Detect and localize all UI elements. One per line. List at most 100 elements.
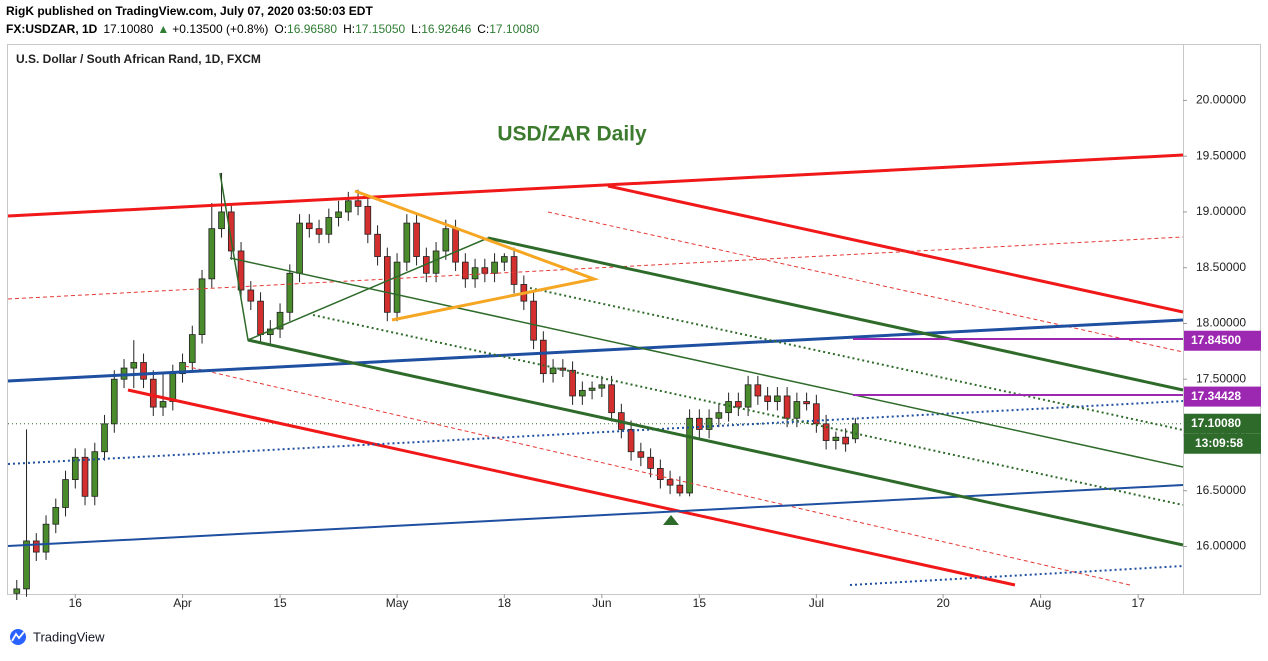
candle-body xyxy=(149,378,157,408)
y-tick-label: 20.00000 xyxy=(1196,93,1246,107)
candle-body xyxy=(530,300,537,341)
trendline xyxy=(219,172,489,342)
candles xyxy=(8,172,1183,601)
last: 17.10080 xyxy=(103,22,153,36)
candle-body xyxy=(764,395,771,402)
trendline xyxy=(7,400,1184,465)
candle-body xyxy=(666,479,674,486)
candle-body xyxy=(705,417,713,430)
trendline xyxy=(229,257,1184,468)
candle-body xyxy=(803,401,810,405)
candle-body xyxy=(852,423,859,440)
y-tick-label: 19.50000 xyxy=(1196,148,1246,162)
x-tick-label: Apr xyxy=(173,596,192,610)
candle-body xyxy=(32,540,40,553)
l-label: L: xyxy=(411,22,421,36)
trendline xyxy=(487,236,1184,392)
candle-body xyxy=(549,367,557,375)
candle-body xyxy=(169,373,177,402)
candle-body xyxy=(296,222,303,274)
candle-body xyxy=(715,412,723,419)
candle-body xyxy=(247,289,255,302)
trendline xyxy=(547,211,1184,353)
marker xyxy=(663,515,679,525)
candle-body xyxy=(257,300,264,336)
candle-body xyxy=(227,211,235,252)
price-label: 17.84500 xyxy=(1191,333,1241,347)
x-tick-label: 17 xyxy=(1131,596,1145,610)
price-label-box xyxy=(1184,386,1261,407)
l: 16.92646 xyxy=(421,22,471,36)
candle-body xyxy=(569,369,576,397)
candle-body xyxy=(540,339,547,375)
candle-body xyxy=(81,456,89,497)
o: 16.96580 xyxy=(287,22,337,36)
candle-body xyxy=(491,261,498,274)
candle-body xyxy=(793,401,801,419)
candle-body xyxy=(608,384,615,414)
candle-body xyxy=(140,362,147,380)
candle-body xyxy=(735,401,742,408)
candle-body xyxy=(354,200,362,207)
candle-body xyxy=(598,384,606,389)
published: RigK published on TradingView.com, July … xyxy=(6,4,373,18)
price-label: 17.34428 xyxy=(1191,389,1241,403)
h-label: H: xyxy=(343,22,355,36)
candle-body xyxy=(237,250,245,291)
brand: TradingView xyxy=(33,629,105,644)
trendline xyxy=(7,236,1184,300)
candle-body xyxy=(198,278,206,336)
candle-body xyxy=(188,334,196,363)
c: 17.10080 xyxy=(489,22,539,36)
candle-body xyxy=(510,256,518,285)
candle-body xyxy=(130,362,138,369)
y-tick-label: 17.50000 xyxy=(1196,371,1246,385)
candle-body xyxy=(637,451,645,458)
logo-mark xyxy=(11,631,25,642)
candle-body xyxy=(754,384,762,397)
c-label: C: xyxy=(477,22,489,36)
x-tick-label: May xyxy=(386,596,409,610)
candle-body xyxy=(101,423,108,453)
candle-body xyxy=(208,228,216,280)
candle-body xyxy=(822,423,830,441)
candle-body xyxy=(305,222,313,230)
candle-body xyxy=(842,436,849,445)
trendline xyxy=(607,184,1184,314)
candle-body xyxy=(52,507,60,525)
candle-body xyxy=(383,256,391,313)
candle-body xyxy=(110,378,118,425)
y-tick-label: 19.00000 xyxy=(1196,204,1246,218)
ohlc-line: FX:USDZAR, 1D 17.10080 ▲ +0.13500 (+0.8%) O:… xyxy=(6,22,540,36)
trendline xyxy=(184,365,1131,586)
change: +0.13500 (+0.8%) xyxy=(172,22,268,36)
y-tick-label: 18.50000 xyxy=(1196,260,1246,274)
footer-logo: TradingView xyxy=(10,629,105,645)
trendline xyxy=(7,484,1184,547)
x-tick-label: 20 xyxy=(936,596,950,610)
countdown: 13:09:58 xyxy=(1195,436,1243,450)
candle-body xyxy=(461,261,469,280)
h: 17.15050 xyxy=(355,22,405,36)
candle-body xyxy=(676,484,684,494)
symbol: FX:USDZAR, 1D xyxy=(6,22,98,36)
candle-body xyxy=(471,267,479,280)
triangle xyxy=(354,189,600,322)
candle-body xyxy=(276,311,284,330)
candle-body xyxy=(364,205,372,235)
candle-body xyxy=(325,217,333,235)
trendlines xyxy=(7,153,1184,587)
candle-body xyxy=(647,456,654,469)
candle-body xyxy=(588,387,596,391)
x-tick-label: 15 xyxy=(273,596,287,610)
candle-body xyxy=(91,451,99,497)
candle-body xyxy=(13,588,21,594)
x-tick-label: Jun xyxy=(592,596,611,610)
candle-body xyxy=(218,211,225,230)
candle-body xyxy=(452,228,459,263)
x-tick-label: Jul xyxy=(809,596,824,610)
trendline xyxy=(849,565,1184,586)
candle-body xyxy=(403,222,411,263)
price-label-box xyxy=(1184,330,1261,351)
